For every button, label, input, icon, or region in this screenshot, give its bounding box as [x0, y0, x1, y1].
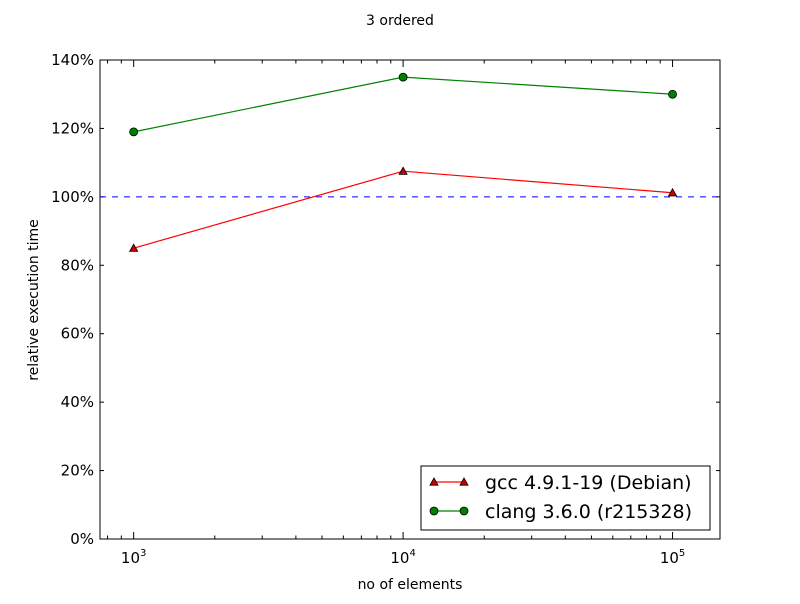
plot-area: 0% 20% 40% 60% 80% 100% 120% 140% 103 104 105 gcc 4…	[51, 51, 721, 567]
y-tick-label: 140%	[51, 51, 94, 69]
y-tick-label: 20%	[61, 462, 94, 480]
plot-frame	[99, 59, 721, 540]
data-point-triangle	[128, 243, 139, 252]
y-axis-label: relative execution time	[26, 219, 42, 381]
x-tick-label: 103	[121, 548, 146, 567]
legend-marker-triangle	[429, 477, 439, 486]
data-point-circle	[398, 72, 408, 82]
data-point-triangle	[398, 166, 408, 175]
y-tick-label: 40%	[61, 393, 94, 411]
legend-marker-circle	[429, 506, 439, 516]
data-point-circle	[129, 127, 139, 137]
x-tick-label: 105	[660, 548, 685, 567]
chart-title: 3 ordered	[366, 13, 434, 29]
x-tick-label: 104	[390, 548, 415, 567]
y-tick-label: 60%	[61, 325, 94, 343]
legend-box	[420, 465, 711, 531]
data-point-circle	[668, 89, 677, 99]
y-tick-label: 0%	[70, 530, 94, 548]
legend-marker-triangle	[459, 477, 469, 486]
legend-label: clang 3.6.0 (r215328)	[485, 501, 692, 523]
data-point-triangle	[667, 187, 678, 197]
y-tick-label: 100%	[51, 188, 94, 206]
y-tick-label: 80%	[61, 256, 94, 274]
legend-marker-circle	[459, 506, 469, 516]
legend-label: gcc 4.9.1-19 (Debian)	[485, 472, 692, 494]
x-axis-label: no of elements	[358, 577, 463, 593]
y-tick-label: 120%	[51, 119, 94, 137]
